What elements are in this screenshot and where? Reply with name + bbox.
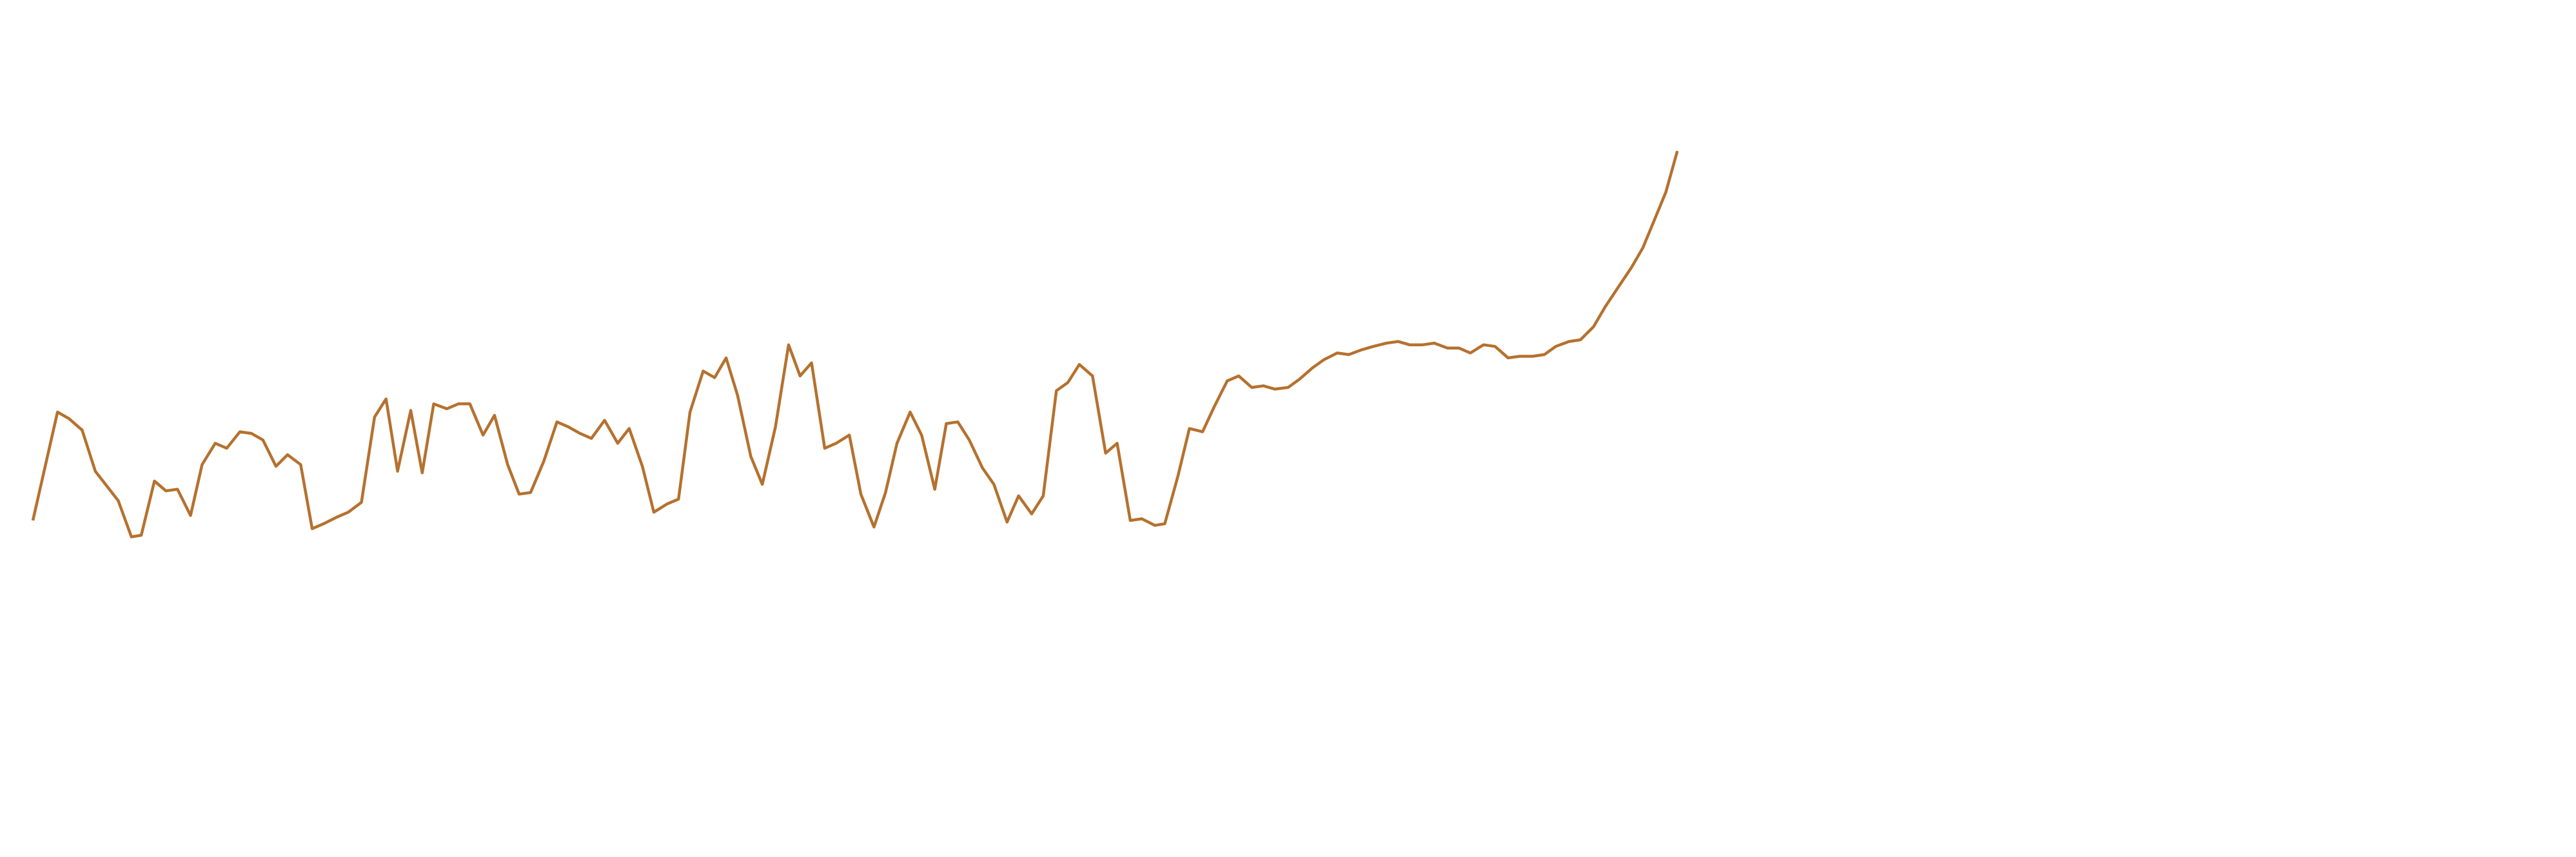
line (31, 150, 1679, 538)
